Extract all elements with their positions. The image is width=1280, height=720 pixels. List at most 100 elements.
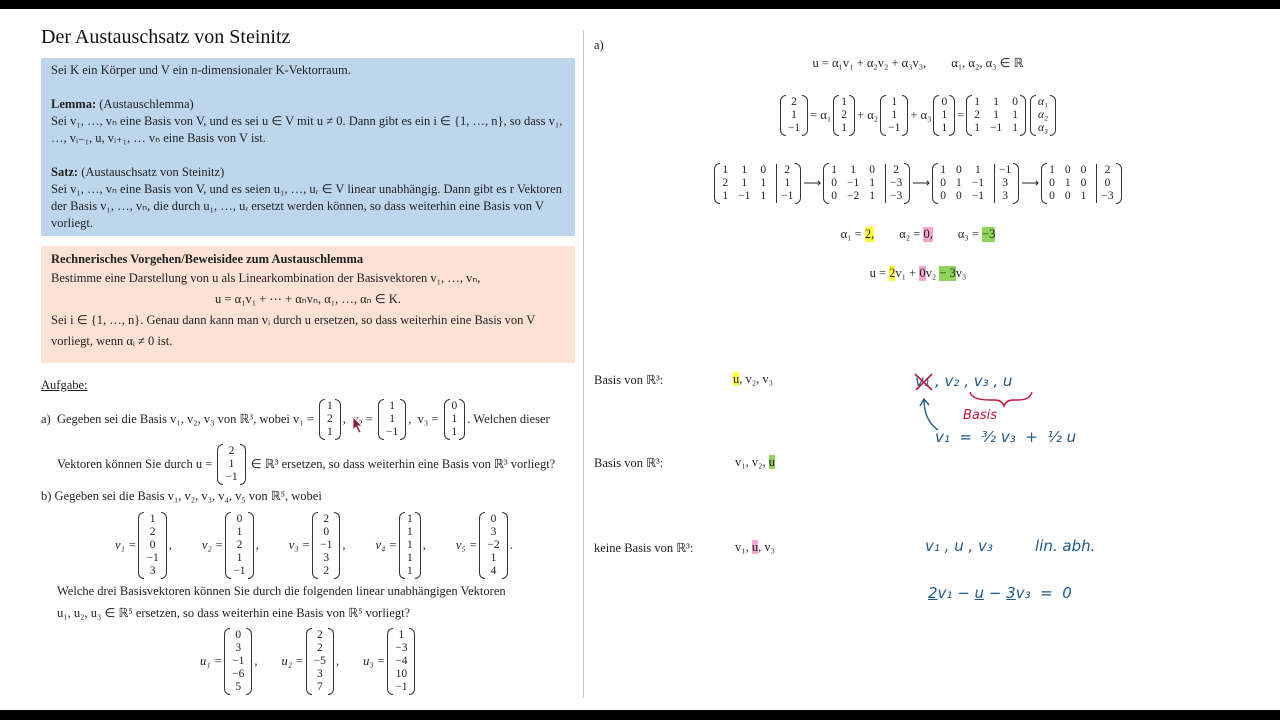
separator: ,	[168, 537, 172, 552]
matrix-cell: −1	[776, 189, 793, 203]
right-paren	[400, 398, 407, 440]
left-paren	[714, 162, 721, 204]
matrix-cell: 0	[869, 163, 876, 176]
matrix: 1 0 1 −1 0 1 −1 3 0 0 −1 3	[932, 162, 1020, 204]
coef-2: 0	[919, 266, 926, 281]
basis-row-3-value: v₁, u, v₃	[735, 540, 775, 555]
left-paren	[312, 511, 319, 579]
handwritten-list: , v₂ , v₃ , u	[935, 372, 1013, 390]
task-b-text: b) Gegeben sei die Basis v₁, v₂, v₃, v₄,…	[41, 489, 322, 503]
matrix-cell: 0	[1049, 189, 1055, 202]
matrix-entries: 1 1 0 2 2 1 1 1 1 −1 1 −1	[720, 163, 795, 204]
handwritten-basis-label: Basis	[963, 408, 998, 423]
matrix: 1 1 0 2 0 −1 1 −3 0 −2 1 −3	[823, 162, 911, 204]
right-paren	[334, 511, 341, 579]
matrix-cell: 1	[1012, 121, 1019, 134]
basis-row-2-value: v₁, v₂, u	[735, 455, 775, 470]
right-paren	[849, 94, 856, 136]
hw-text: v₁ −	[937, 584, 975, 602]
right-paren	[1050, 94, 1057, 136]
matrix: 2 1 −1	[217, 443, 246, 485]
matrix-cell: 1	[389, 399, 395, 412]
matrix-cell: 0	[451, 399, 458, 412]
matrix-cell: 0	[1012, 95, 1019, 108]
matrix-cell: 1	[228, 457, 235, 470]
matrix-cell: 3	[149, 564, 156, 577]
matrix-cell: 2	[316, 628, 323, 641]
matrix-cell: −1	[146, 551, 159, 564]
matrix-cell: 0	[955, 189, 962, 202]
matrix-a: 1 1 0 2 1 1 1 −1 1	[964, 94, 1028, 136]
matrix: 1 1 0 2 2 1 1 1 1 −1 1 −1	[714, 162, 802, 204]
matrix-entries: 1 0 1 −1 0 1 −1 3 0 0 −1 3	[938, 163, 1013, 204]
highlight-u: u	[751, 540, 759, 554]
matrix-cell: 1	[389, 412, 395, 425]
matrix-cell: 1	[722, 163, 729, 176]
gauss-elimination: 1 1 0 2 2 1 1 1 1 −1 1 −1 ⟶ 1 1 0 2 0 −1 1 −3 0 −2 1 −3 ⟶ 1 0 1 −1 0 1−…	[600, 160, 1236, 206]
task-a-text: , v₂ =	[342, 411, 376, 426]
matrix-cell: −2	[487, 538, 500, 551]
matrix: 1 0 0 2 0 1 0 0 0 0 1 −3	[1041, 162, 1122, 204]
vector-label: v₅ =	[455, 537, 478, 552]
left-paren	[225, 511, 232, 579]
matrix-cell: α₂	[1038, 108, 1049, 121]
lemma-note: (Austauschlemma)	[96, 97, 194, 111]
matrix-cell: 0	[940, 189, 946, 202]
satz-label: Satz:	[51, 165, 79, 179]
left-paren	[443, 398, 450, 440]
right-paren	[459, 398, 466, 440]
matrix-cell: −1	[971, 176, 984, 189]
left-paren	[966, 94, 973, 136]
matrix-cell: −3	[395, 641, 408, 654]
separator: ,	[255, 537, 259, 552]
matrix: 1 1 0 2 1 1 1 −1 1	[966, 94, 1027, 136]
matrix-cell: −1	[738, 189, 751, 202]
basis-text: , v₂, v₃	[739, 372, 773, 386]
hw-text: u	[974, 584, 985, 602]
matrix-entries: 1 1 0 2 1 1 1 −1 1	[972, 95, 1020, 136]
left-paren	[1030, 94, 1037, 136]
matrix: 2 1 −1	[779, 94, 809, 136]
matrix-cell: 2	[1096, 163, 1113, 177]
matrix-cell: 2	[316, 641, 323, 654]
left-paren	[318, 398, 325, 440]
matrix: 2 0 −1 3 2	[312, 511, 341, 579]
matrix-cell: 1	[760, 189, 767, 202]
matrix-cell: 1	[776, 176, 793, 190]
hw-coef: 3	[1006, 584, 1016, 602]
vector-v2: 1 1 −1	[878, 94, 910, 136]
matrix-cell: 1	[974, 163, 981, 176]
matrix: 1 1 −1	[880, 94, 909, 136]
right-paren	[414, 511, 421, 579]
matrix-cell: 1	[407, 551, 413, 564]
matrix-cell: 1	[1080, 189, 1087, 202]
matrix-cell: 1	[407, 512, 413, 525]
vector-label: u₃ =	[363, 653, 386, 668]
satz-heading: Satz: (Austauschsatz von Steinitz)	[51, 164, 565, 181]
left-paren	[779, 94, 786, 136]
eq-text: =	[957, 107, 965, 122]
satz-note: (Austauschsatz von Steinitz)	[78, 165, 225, 179]
arrow-up-icon	[919, 397, 939, 431]
basis-row-3-label: keine Basis von ℝ³:	[594, 541, 694, 555]
basis-text: v₁, v₂,	[735, 455, 769, 469]
matrix-cell: 1	[149, 512, 156, 525]
right-paren	[1020, 94, 1027, 136]
vector-label: v₂ =	[201, 537, 224, 552]
video-letterbox-top	[0, 0, 1280, 9]
matrix-cell: −1	[990, 121, 1003, 134]
matrix-cell: 2	[236, 538, 243, 551]
right-paren	[327, 627, 334, 695]
column-divider	[583, 30, 584, 698]
intro-text: Sei K ein Körper und V ein n-dimensional…	[51, 63, 351, 77]
matrix-cell: 1	[974, 95, 981, 108]
method-box: Rechnerisches Vorgehen/Beweisidee zum Au…	[41, 246, 575, 363]
task-a-text: , v₃ =	[408, 411, 442, 426]
matrix-entries: 0 1 2 1 −1	[231, 512, 247, 579]
right-paren	[160, 511, 167, 579]
right-paren	[334, 398, 341, 440]
matrix-cell: 0	[1064, 163, 1071, 176]
left-paren	[377, 398, 384, 440]
